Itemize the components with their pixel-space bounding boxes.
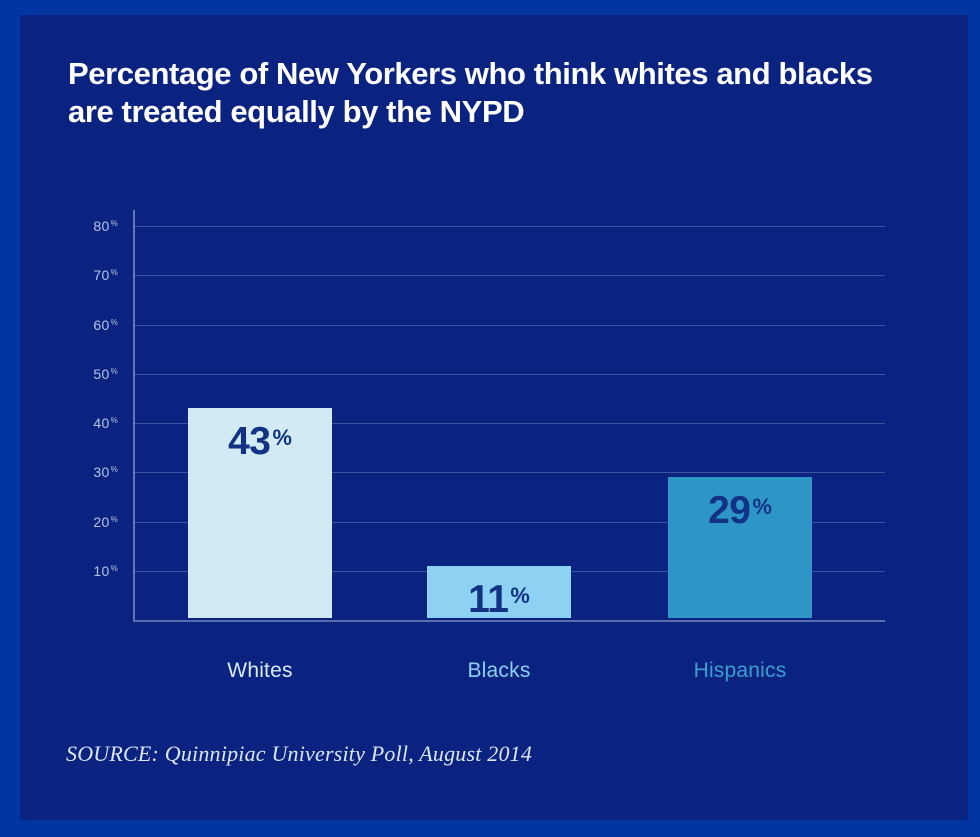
gridline-80 xyxy=(133,226,885,227)
bar-value-label-hispanics: 29% xyxy=(668,489,812,533)
y-tick-value: 10 xyxy=(93,563,110,579)
bar-value-number: 43 xyxy=(228,420,271,463)
bar-whites: 43% xyxy=(188,408,332,618)
y-tick-value: 50 xyxy=(93,366,110,382)
chart-title-line1: Percentage of New Yorkers who think whit… xyxy=(68,56,873,91)
y-tick-label-50: 50% xyxy=(20,364,118,387)
y-tick-unit: % xyxy=(110,564,118,573)
bar-value-number: 11 xyxy=(468,578,509,621)
y-tick-label-80: 80% xyxy=(20,216,118,239)
x-category-label-hispanics: Hispanics xyxy=(693,659,787,682)
y-tick-label-60: 60% xyxy=(20,315,118,338)
gridline-60 xyxy=(133,325,885,326)
y-tick-label-30: 30% xyxy=(20,462,118,485)
y-tick-value: 70 xyxy=(93,267,110,283)
y-tick-unit: % xyxy=(110,367,118,376)
x-category-label-blacks: Blacks xyxy=(467,659,531,682)
source-note: SOURCE: Quinnipiac University Poll, Augu… xyxy=(66,741,533,766)
gridline-50 xyxy=(133,374,885,375)
y-tick-unit: % xyxy=(110,416,118,425)
chart-title: Percentage of New Yorkers who think whit… xyxy=(68,55,948,131)
y-tick-unit: % xyxy=(110,318,118,327)
chart-panel: Percentage of New Yorkers who think whit… xyxy=(20,15,968,820)
x-category-label-whites: Whites xyxy=(227,659,293,682)
plot-area: 10% 20% 30% 40% 50% 60% 70% 80% 43% Whites 11% Blac… xyxy=(20,15,968,820)
gridline-20 xyxy=(133,522,885,523)
y-tick-value: 80 xyxy=(93,218,110,234)
y-tick-label-10: 10% xyxy=(20,561,118,584)
y-tick-unit: % xyxy=(110,268,118,277)
gridline-40 xyxy=(133,423,885,424)
x-axis-line xyxy=(133,620,885,622)
y-tick-value: 60 xyxy=(93,317,110,333)
y-tick-unit: % xyxy=(110,219,118,228)
bar-value-label-blacks: 11% xyxy=(427,578,571,622)
bar-value-unit: % xyxy=(272,424,292,450)
y-tick-value: 30 xyxy=(93,464,110,480)
gridline-70 xyxy=(133,275,885,276)
y-axis-line xyxy=(133,210,135,620)
bar-value-label-whites: 43% xyxy=(188,420,332,464)
bar-hispanics: 29% xyxy=(668,477,812,618)
y-tick-label-20: 20% xyxy=(20,512,118,535)
y-tick-value: 20 xyxy=(93,514,110,530)
y-tick-label-70: 70% xyxy=(20,265,118,288)
y-tick-unit: % xyxy=(110,515,118,524)
y-tick-unit: % xyxy=(110,465,118,474)
bar-value-number: 29 xyxy=(708,489,751,532)
y-tick-value: 40 xyxy=(93,415,110,431)
bar-value-unit: % xyxy=(752,493,772,519)
y-tick-label-40: 40% xyxy=(20,413,118,436)
bar-value-unit: % xyxy=(510,582,530,608)
chart-title-line2: are treated equally by the NYPD xyxy=(68,94,525,129)
bar-blacks: 11% xyxy=(427,566,571,621)
gridline-30 xyxy=(133,472,885,473)
